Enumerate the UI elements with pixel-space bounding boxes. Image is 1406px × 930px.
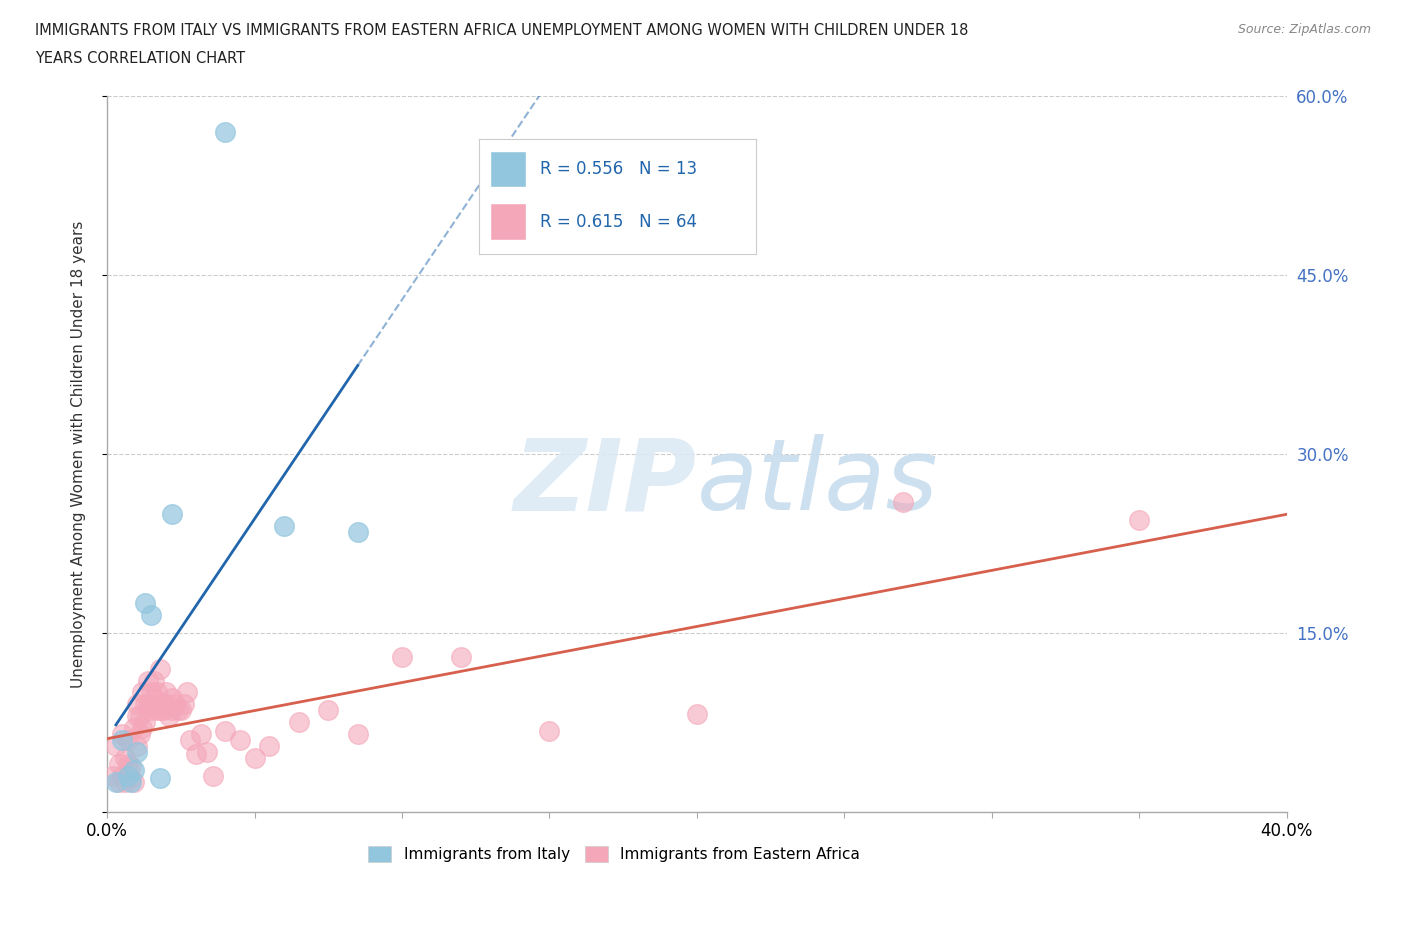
Point (138, 673, 160, 688)
Point (149, 703, 172, 718)
Text: atlas: atlas (697, 434, 938, 531)
Point (259, 738, 281, 753)
Point (179, 733, 201, 748)
Point (195, 745, 218, 760)
Point (155, 685, 177, 700)
Text: IMMIGRANTS FROM ITALY VS IMMIGRANTS FROM EASTERN AFRICA UNEMPLOYMENT AMONG WOMEN: IMMIGRANTS FROM ITALY VS IMMIGRANTS FROM… (35, 23, 969, 38)
Point (176, 685, 198, 700)
Point (117, 733, 139, 748)
Point (155, 697, 177, 711)
Point (104, 738, 127, 753)
Point (202, 768, 225, 783)
Y-axis label: Unemployment Among Women with Children Under 18 years: Unemployment Among Women with Children U… (72, 220, 86, 687)
Point (287, 715, 309, 730)
Point (214, 125, 236, 140)
Text: Source: ZipAtlas.com: Source: ZipAtlas.com (1237, 23, 1371, 36)
Point (149, 661, 172, 676)
Point (117, 768, 139, 783)
Point (108, 775, 131, 790)
Point (391, 649, 413, 664)
Point (104, 775, 127, 790)
Point (170, 703, 193, 718)
Point (190, 726, 212, 741)
Point (157, 709, 180, 724)
Point (173, 697, 195, 711)
Point (141, 607, 163, 622)
Point (125, 697, 148, 711)
Point (146, 685, 169, 700)
Point (117, 757, 139, 772)
Point (163, 697, 186, 711)
Point (122, 763, 145, 777)
Point (122, 721, 145, 736)
Point (131, 685, 153, 700)
Point (184, 747, 207, 762)
Point (138, 697, 160, 711)
Point (450, 649, 472, 664)
Point (128, 709, 150, 724)
Point (111, 768, 134, 783)
Point (160, 691, 183, 706)
Point (891, 494, 914, 509)
Text: ZIP: ZIP (513, 434, 697, 531)
Point (108, 757, 131, 772)
Point (134, 715, 156, 730)
Point (1128, 512, 1150, 527)
Point (229, 733, 252, 748)
Point (122, 775, 145, 790)
Point (143, 691, 166, 706)
Point (125, 709, 148, 724)
Text: YEARS CORRELATION CHART: YEARS CORRELATION CHART (35, 51, 245, 66)
Point (538, 724, 561, 738)
Point (125, 738, 148, 753)
Point (111, 733, 134, 748)
Point (134, 697, 156, 711)
Point (114, 751, 136, 765)
Point (316, 703, 339, 718)
Point (101, 768, 124, 783)
Point (146, 703, 169, 718)
Point (160, 703, 183, 718)
Point (141, 697, 163, 711)
Point (214, 724, 236, 738)
Point (114, 775, 136, 790)
Point (686, 707, 709, 722)
Point (160, 506, 183, 521)
Point (120, 775, 142, 790)
Point (131, 721, 153, 736)
Point (166, 703, 188, 718)
Point (273, 518, 295, 533)
Point (128, 726, 150, 741)
Point (152, 703, 174, 718)
Point (134, 595, 156, 610)
Point (120, 771, 142, 786)
Point (243, 751, 266, 765)
Point (143, 673, 166, 688)
Point (120, 759, 142, 774)
Point (125, 745, 148, 760)
Point (152, 697, 174, 711)
Point (111, 726, 134, 741)
Point (346, 525, 368, 539)
Point (149, 771, 172, 786)
Point (141, 685, 163, 700)
Point (346, 726, 368, 741)
Legend: Immigrants from Italy, Immigrants from Eastern Africa: Immigrants from Italy, Immigrants from E… (363, 840, 866, 869)
Point (141, 703, 163, 718)
